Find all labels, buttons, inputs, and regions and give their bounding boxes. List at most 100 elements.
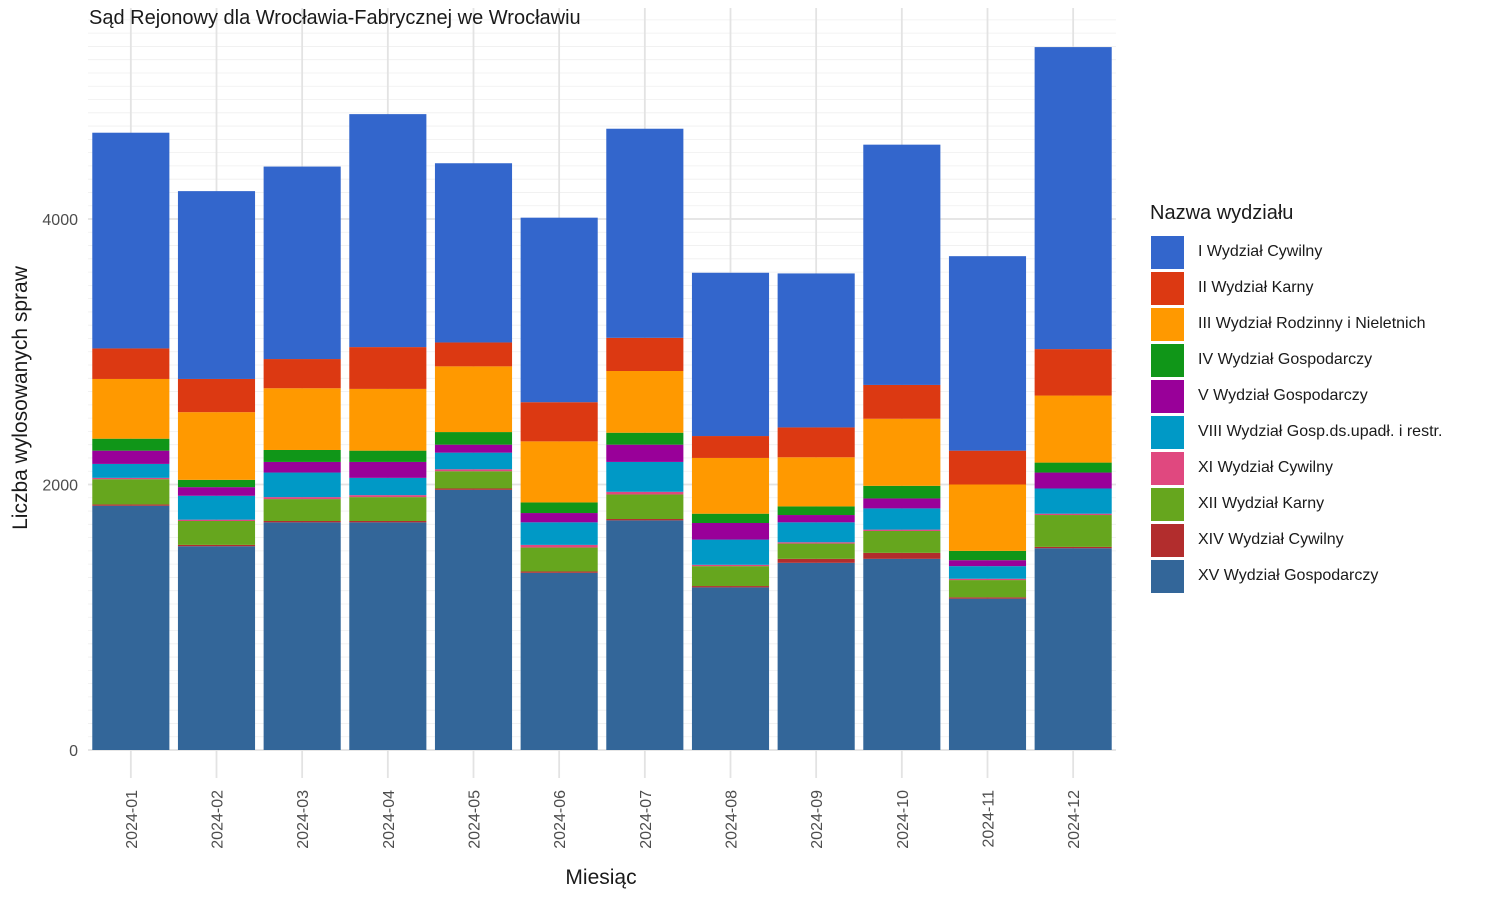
- legend-item: XI Wydział Cywilny: [1151, 451, 1333, 485]
- bar-segment: [863, 558, 941, 750]
- bar-segment: [263, 499, 341, 522]
- legend-swatch: [1151, 379, 1184, 413]
- legend-label: XII Wydział Karny: [1198, 495, 1325, 512]
- bar-segment: [863, 498, 941, 509]
- legend-label: V Wydział Gospodarczy: [1198, 387, 1368, 404]
- bar-segment: [92, 132, 170, 349]
- bar-segment: [691, 539, 770, 565]
- bar-segment: [434, 366, 513, 433]
- bar-segment: [520, 522, 598, 545]
- y-tick-label: 2000: [42, 478, 78, 495]
- bar-segment: [948, 484, 1027, 551]
- bar-segment: [349, 521, 427, 523]
- bar-segment: [948, 560, 1027, 567]
- bar-segment: [92, 450, 170, 464]
- bar-segment: [349, 461, 427, 478]
- bar-segment: [863, 485, 941, 499]
- bar-segment: [691, 457, 770, 514]
- bar-segment: [777, 558, 855, 563]
- bar-segment: [434, 342, 513, 367]
- legend-item: V Wydział Gospodarczy: [1151, 379, 1368, 413]
- bar-segment: [434, 469, 513, 472]
- bar-segment: [177, 546, 256, 750]
- legend-label: XI Wydział Cywilny: [1198, 459, 1333, 476]
- bar-segment: [92, 505, 170, 750]
- bar-segment: [92, 378, 170, 439]
- bar-segment: [691, 436, 770, 458]
- bar-segment: [948, 578, 1027, 581]
- bar-segment: [606, 370, 684, 433]
- legend-label: I Wydział Cywilny: [1198, 243, 1323, 260]
- bar-segment: [263, 522, 341, 750]
- bar-segment: [1034, 349, 1112, 396]
- bar-segment: [606, 494, 684, 520]
- x-tick-label: 2024-10: [895, 790, 912, 849]
- bar-segment: [777, 515, 855, 523]
- bar-segment: [1034, 395, 1112, 463]
- bar-segment: [863, 552, 941, 559]
- x-tick-label: 2024-01: [124, 790, 141, 849]
- x-tick-label: 2024-09: [809, 790, 826, 849]
- bar-segment: [434, 488, 513, 490]
- legend-item: XIV Wydział Cywilny: [1151, 523, 1344, 557]
- x-tick-label: 2024-08: [724, 790, 741, 849]
- legend-swatch: [1151, 415, 1184, 449]
- bar-segment: [863, 418, 941, 486]
- bar-segment: [263, 472, 341, 498]
- bar-segment: [863, 144, 941, 385]
- bar-segment: [434, 489, 513, 750]
- bar-segment: [349, 495, 427, 498]
- legend-item: III Wydział Rodzinny i Nieletnich: [1151, 307, 1426, 341]
- bar-segment: [263, 166, 341, 360]
- legend-swatch: [1151, 235, 1184, 269]
- bar-segment: [691, 272, 770, 437]
- bar-segment: [92, 348, 170, 379]
- bar-segment: [606, 461, 684, 492]
- bar-segment: [948, 580, 1027, 598]
- chart-title: Sąd Rejonowy dla Wrocławia-Fabrycznej we…: [89, 7, 581, 29]
- x-tick-label: 2024-11: [981, 790, 998, 848]
- bar-segment: [263, 449, 341, 462]
- legend-swatch: [1151, 451, 1184, 485]
- bar-segment: [1034, 488, 1112, 514]
- legend-swatch: [1151, 559, 1184, 593]
- bar-segment: [863, 530, 941, 553]
- legend-label: XV Wydział Gospodarczy: [1198, 567, 1379, 584]
- legend-title: Nazwa wydziału: [1150, 202, 1294, 224]
- bar-segment: [606, 491, 684, 495]
- bar-segment: [1034, 472, 1112, 489]
- legend-item: VIII Wydział Gosp.ds.upadł. i restr.: [1151, 415, 1442, 449]
- bar-segment: [691, 566, 770, 587]
- bar-segment: [434, 471, 513, 489]
- bar-segment: [349, 477, 427, 496]
- bar-segment: [948, 550, 1027, 561]
- bar-segment: [1034, 515, 1112, 547]
- bar-segment: [606, 432, 684, 445]
- legend-swatch: [1151, 487, 1184, 521]
- legend-label: II Wydział Karny: [1198, 279, 1314, 296]
- legend-swatch: [1151, 271, 1184, 305]
- bar-segment: [777, 273, 855, 428]
- bar-segment: [263, 388, 341, 450]
- bar-segment: [777, 506, 855, 516]
- bar-segment: [349, 114, 427, 348]
- bar-segment: [1034, 462, 1112, 473]
- bar-segment: [777, 542, 855, 544]
- bar-segment: [349, 522, 427, 750]
- bar-segment: [92, 463, 170, 478]
- bar-segment: [606, 444, 684, 462]
- bar-segment: [691, 564, 770, 567]
- bar-segment: [948, 598, 1027, 750]
- bar-segment: [777, 427, 855, 458]
- bar-segment: [263, 521, 341, 523]
- legend-label: III Wydział Rodzinny i Nieletnich: [1198, 315, 1426, 332]
- bar-segment: [520, 572, 598, 750]
- y-tick-label: 4000: [42, 212, 78, 229]
- bar-segment: [863, 384, 941, 419]
- bar-segment: [349, 388, 427, 451]
- x-axis-title: Miesiąc: [565, 866, 637, 889]
- bar-segment: [1034, 548, 1112, 750]
- bar-segment: [349, 497, 427, 522]
- bar-segment: [434, 432, 513, 445]
